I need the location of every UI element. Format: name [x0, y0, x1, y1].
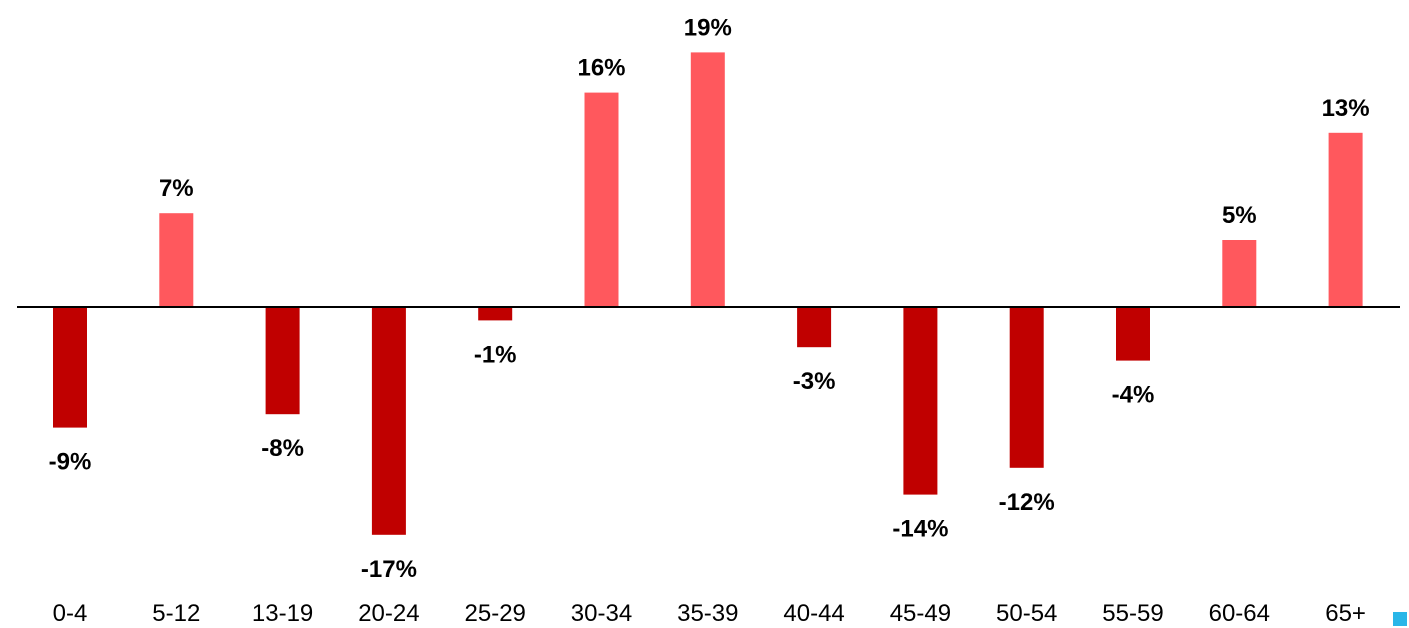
corner-marker — [1393, 612, 1407, 626]
value-labels-group: -9% 7% -8% -17% -1% 16% 19% -3% -14% -12% -4% 5% 13% — [49, 14, 1370, 582]
tick-label-13-19: 13-19 — [252, 600, 313, 627]
tick-label-25-29: 25-29 — [465, 600, 526, 627]
category-tick-labels-group: 0-4 5-12 13-19 20-24 25-29 30-34 35-39 40-44 45-… — [53, 600, 1366, 627]
value-label-5-12: 7% — [159, 175, 194, 202]
bar-65+ — [1328, 132, 1363, 307]
bar-35-39 — [690, 52, 725, 308]
value-label-45-49: -14% — [892, 516, 948, 543]
tick-label-65+: 65+ — [1325, 600, 1366, 627]
bar-25-29 — [478, 307, 513, 321]
value-label-60-64: 5% — [1222, 202, 1257, 229]
value-label-35-39: 19% — [684, 14, 732, 41]
bar-40-44 — [797, 307, 832, 348]
tick-label-45-49: 45-49 — [890, 600, 951, 627]
value-label-13-19: -8% — [261, 435, 304, 462]
value-label-25-29: -1% — [474, 341, 517, 368]
tick-label-55-59: 55-59 — [1102, 600, 1163, 627]
tick-label-60-64: 60-64 — [1209, 600, 1270, 627]
value-label-55-59: -4% — [1112, 382, 1155, 409]
bars-group — [53, 52, 1363, 535]
bar-55-59 — [1116, 307, 1150, 361]
tick-label-30-34: 30-34 — [571, 600, 632, 627]
value-label-50-54: -12% — [999, 489, 1055, 516]
bar-13-19 — [265, 307, 300, 415]
value-label-40-44: -3% — [793, 368, 836, 395]
value-label-30-34: 16% — [577, 55, 625, 82]
bar-60-64 — [1222, 240, 1257, 307]
value-label-0-4: -9% — [49, 449, 92, 476]
tick-label-50-54: 50-54 — [996, 600, 1057, 627]
tick-label-35-39: 35-39 — [677, 600, 738, 627]
tick-label-5-12: 5-12 — [152, 600, 200, 627]
bar-50-54 — [1009, 307, 1044, 468]
tick-label-20-24: 20-24 — [358, 600, 419, 627]
bar-30-34 — [584, 92, 619, 307]
tick-label-40-44: 40-44 — [783, 600, 844, 627]
bar-0-4 — [53, 307, 87, 428]
bar-5-12 — [159, 213, 194, 307]
value-label-20-24: -17% — [361, 556, 417, 583]
value-label-65+: 13% — [1322, 95, 1370, 122]
bar-20-24 — [371, 307, 406, 535]
tick-label-0-4: 0-4 — [53, 600, 88, 627]
bar-45-49 — [903, 307, 938, 495]
